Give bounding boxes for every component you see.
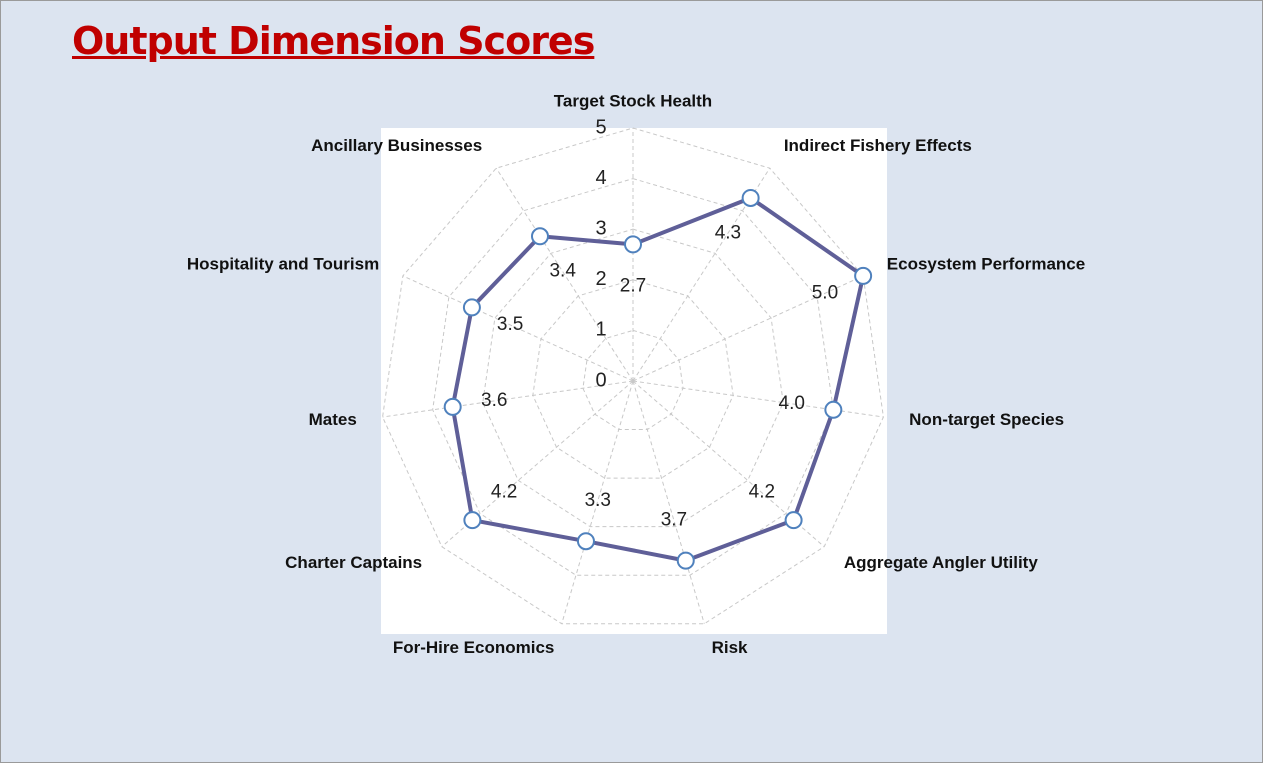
category-label: Aggregate Angler Utility [844,553,1038,572]
marker [624,235,642,254]
spoke [561,380,634,624]
series-line [450,195,866,563]
spoke [495,167,634,382]
r-tick-label: 1 [595,319,606,341]
value-label: 3.4 [549,261,576,282]
marker [854,266,873,285]
value-label: 4.3 [715,222,741,243]
r-tick-label: 5 [595,116,606,138]
category-label: For-Hire Economics [393,638,555,657]
value-label: 3.5 [497,314,523,335]
r-tick-label: 2 [595,268,606,290]
grid-line [432,178,834,576]
category-label: Risk [712,638,748,657]
marker [824,400,843,419]
marker [576,532,595,551]
spoke [382,380,634,418]
category-label: Non-target Species [909,410,1064,429]
value-label: 5.0 [812,282,838,303]
category-label: Hospitality and Tourism [187,255,379,274]
r-tick-label: 4 [595,167,606,189]
category-label: Ecosystem Performance [887,255,1085,274]
chart-title: Output Dimension Scores [72,19,595,63]
value-label: 3.6 [481,390,507,411]
grid-line [582,329,684,431]
grid-line [482,228,784,528]
marker [462,298,481,317]
marker [530,227,549,246]
marker [676,551,695,570]
category-label: Ancillary Businesses [311,136,482,155]
r-tick-label: 3 [595,217,606,239]
spoke [632,275,864,382]
marker [741,188,760,207]
spoke [632,380,705,624]
value-label: 4.2 [749,482,775,503]
r-tick-label: 0 [595,369,606,391]
category-label: Charter Captains [285,553,422,572]
value-label: 3.7 [661,509,687,530]
marker [463,511,482,530]
value-label: 2.7 [620,275,646,296]
value-label: 4.2 [491,482,517,503]
category-label: Mates [309,410,357,429]
marker [443,397,462,416]
spoke [402,275,634,382]
value-label: 4.0 [779,393,805,414]
grid-line [382,127,884,625]
value-label: 3.3 [585,490,611,511]
category-label: Target Stock Health [554,91,712,110]
marker [784,511,803,530]
category-label: Indirect Fishery Effects [784,136,972,155]
